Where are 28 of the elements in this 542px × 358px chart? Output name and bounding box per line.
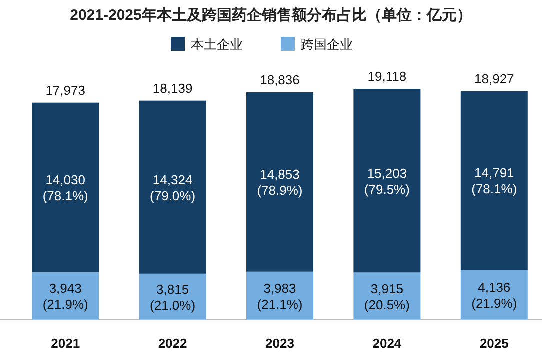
total-label: 18,139 <box>152 80 193 96</box>
x-tick-label: 2023 <box>266 336 294 351</box>
total-label: 18,836 <box>260 72 300 88</box>
x-tick-label: 2022 <box>158 336 188 351</box>
chart-title: 2021-2025年本土及跨国药企销售额分布占比（单位：亿元） <box>70 6 472 24</box>
data-label: 14,791 (78.1%) <box>472 166 518 197</box>
bar <box>139 100 206 274</box>
data-label: 4,136 (21.9%) <box>472 280 518 312</box>
data-label: 3,983 (21.1%) <box>257 280 303 312</box>
data-label: 15,203 (79.5%) <box>364 166 410 197</box>
x-tick-label: 2021 <box>51 336 80 351</box>
legend-label: 跨国企业 <box>301 37 353 52</box>
x-tick-label: 2025 <box>480 336 509 351</box>
data-label: 3,915 (20.5%) <box>364 281 410 312</box>
data-label: 14,853 (78.9%) <box>257 167 303 198</box>
data-label: 3,943 (21.9%) <box>42 281 88 312</box>
total-label: 17,973 <box>46 82 86 98</box>
bar <box>354 89 421 273</box>
x-tick-label: 2024 <box>372 336 402 351</box>
legend-label: 本土企业 <box>191 37 243 52</box>
total-label: 19,118 <box>368 69 407 84</box>
total-label: 18,927 <box>474 71 514 86</box>
bar <box>246 92 314 272</box>
data-label: 14,324 (79.0%) <box>150 172 196 204</box>
bar <box>32 102 100 272</box>
data-label: 14,030 (78.1%) <box>42 172 88 204</box>
bar <box>460 91 528 270</box>
data-label: 3,815 (21.0%) <box>150 282 196 313</box>
